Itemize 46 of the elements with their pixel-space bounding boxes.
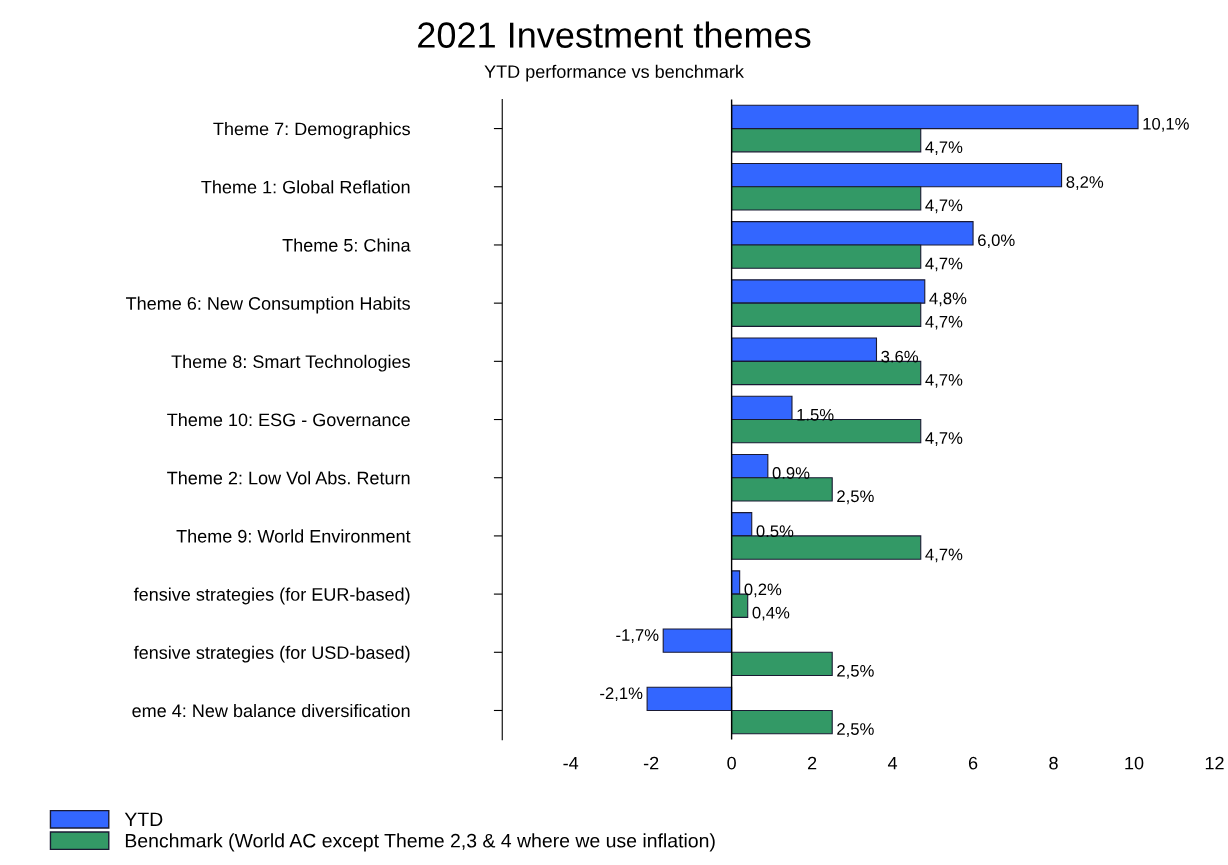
y-tick-label: Theme 8: Smart Technologies <box>171 354 410 372</box>
chart-subtitle: YTD performance vs benchmark <box>484 64 744 82</box>
data-label: 2,5% <box>837 664 874 679</box>
x-tick-label: 10 <box>1125 756 1144 770</box>
x-tick-label: 4 <box>887 756 898 770</box>
y-tick-label: eme 4: New balance diversification <box>132 703 410 718</box>
data-label: 4,7% <box>925 315 963 330</box>
y-tick-label: Theme 2: Low Vol Abs. Return <box>167 471 410 485</box>
x-tick-label: 8 <box>1049 756 1058 770</box>
y-tick-label: fensive strategies (for USD-based) <box>133 645 410 663</box>
data-label: 4,7% <box>925 141 963 155</box>
x-tick-label: 12 <box>1205 756 1224 770</box>
data-label: 4,8% <box>929 292 967 307</box>
data-label: 2,5% <box>837 723 874 737</box>
x-tick-label: 2 <box>807 756 817 770</box>
y-tick-label: Theme 10: ESG - Governance <box>167 412 410 427</box>
data-label: 1.5% <box>797 408 834 421</box>
data-label: 4,7% <box>925 432 963 446</box>
x-tick-label: -2 <box>643 756 659 770</box>
data-label: 4,7% <box>925 374 963 388</box>
chart-title: 2021 Investment themes <box>418 21 811 48</box>
x-tick-label: 6 <box>968 756 978 770</box>
legend-label: YTD <box>124 812 163 827</box>
x-tick-label: 0 <box>727 756 736 770</box>
data-label: 0,4% <box>752 606 790 621</box>
data-label: 4,7% <box>925 548 963 563</box>
data-label: -1,7% <box>616 629 659 643</box>
data-label: 10,1% <box>1143 117 1189 132</box>
y-tick-label: Theme 6: New Consumption Habits <box>126 296 410 314</box>
data-label: 4,7% <box>925 199 963 214</box>
y-tick-label: Theme 5: China <box>282 238 411 252</box>
data-label: 4,7% <box>925 257 963 272</box>
y-tick-label: Theme 1: Global Reflation <box>201 180 410 194</box>
data-label: 8,2% <box>1066 176 1104 190</box>
legend-label: Benchmark (World AC except Theme 2,3 & 4 where we use inflation) <box>125 833 715 852</box>
y-tick-label: fensive strategies (for EUR-based) <box>133 587 410 605</box>
data-label: 2,5% <box>837 490 874 505</box>
data-label: 0.9% <box>772 467 810 479</box>
y-tick-label: Theme 7: Demographics <box>213 122 410 139</box>
data-label: 3.6% <box>881 350 919 363</box>
x-tick-label: -4 <box>563 756 579 770</box>
data-label: -2,1% <box>600 687 643 702</box>
y-tick-label: Theme 9: World Environment <box>176 529 411 543</box>
data-label: 0,2% <box>744 583 782 598</box>
data-label: 6,0% <box>978 234 1015 249</box>
data-label: 0.5% <box>756 525 794 538</box>
